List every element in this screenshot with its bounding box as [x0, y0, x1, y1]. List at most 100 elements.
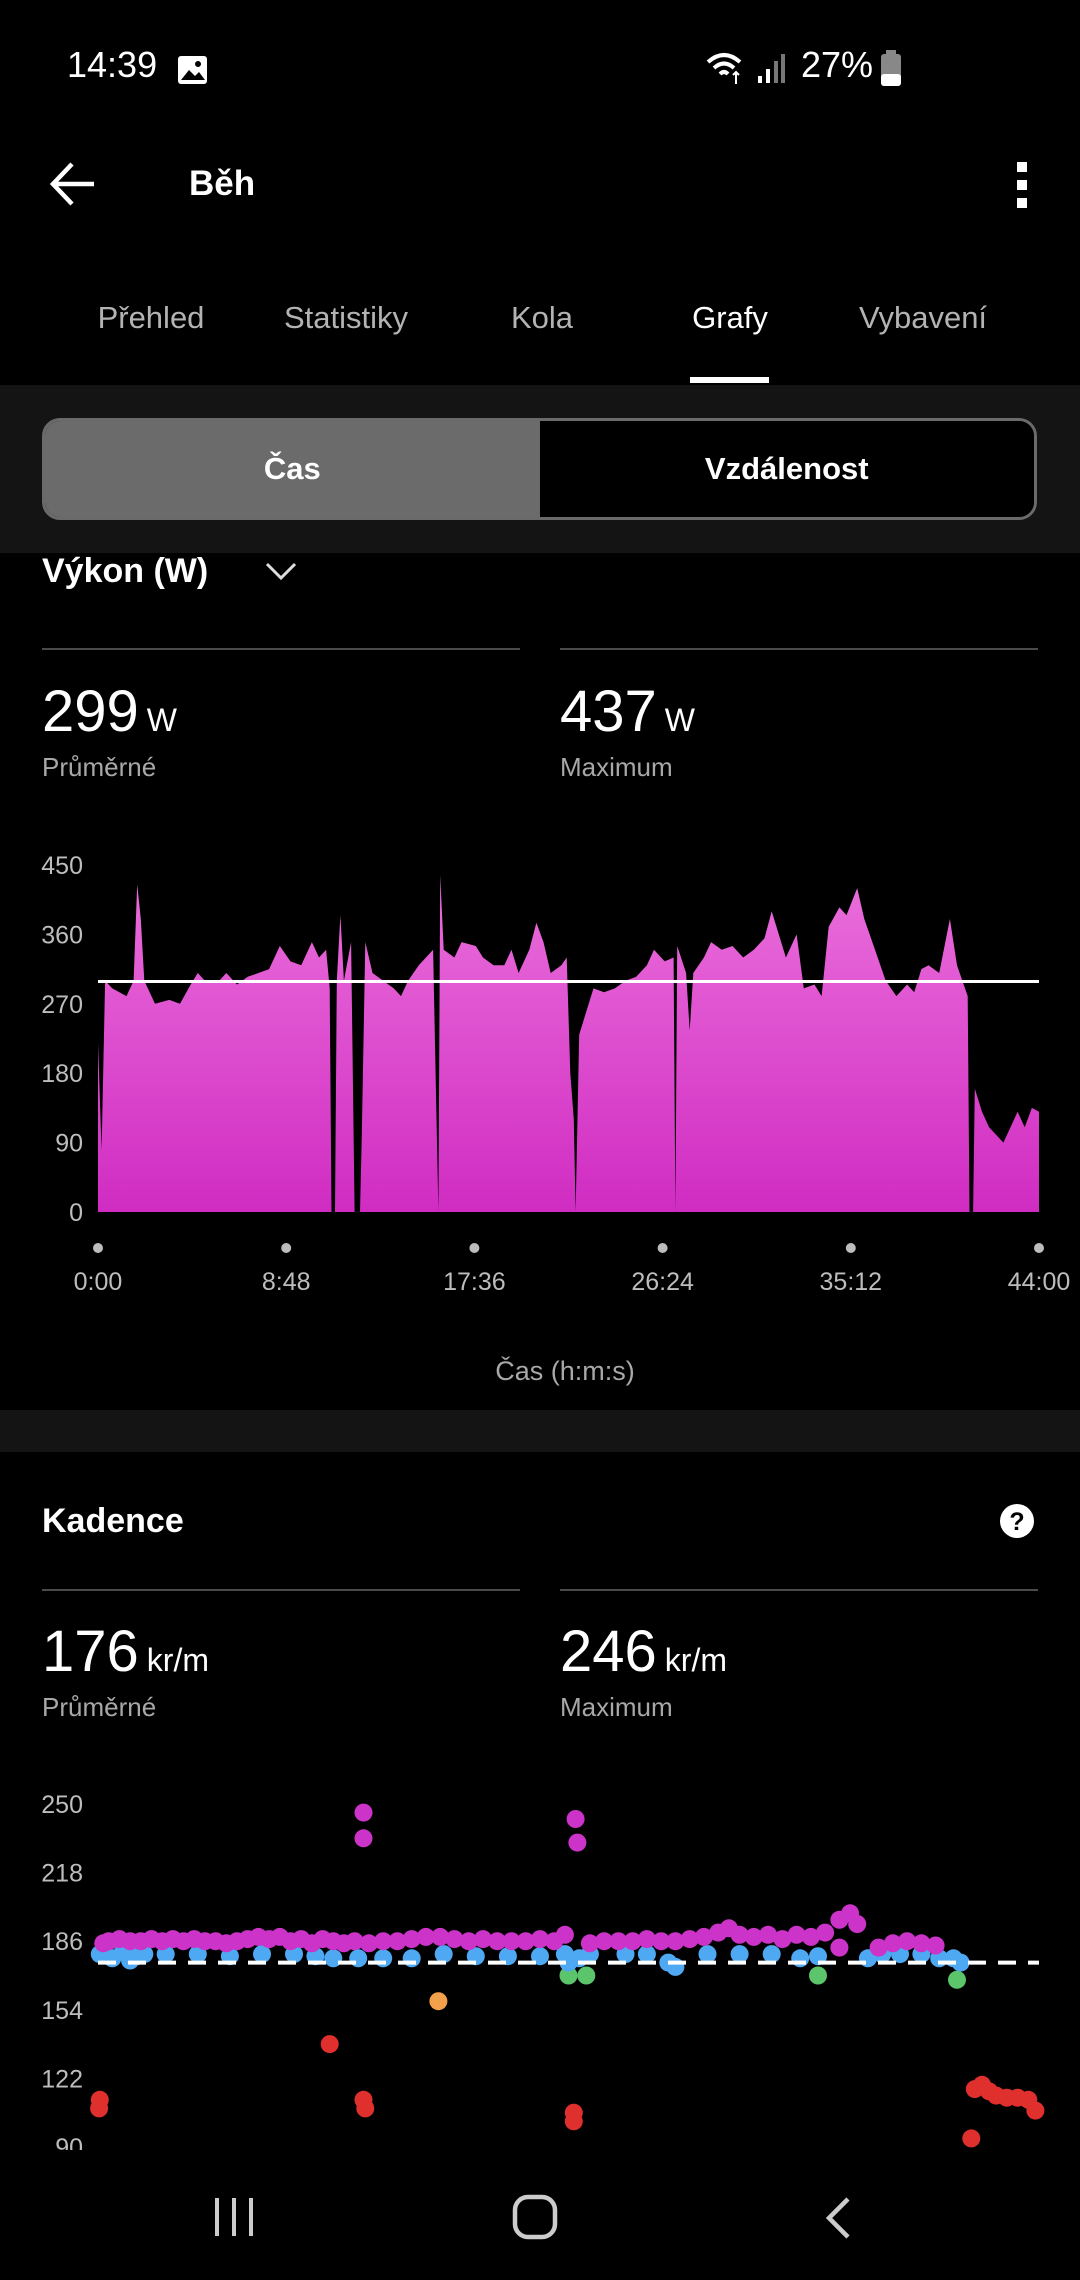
cadence-point [270, 1927, 289, 1946]
cadence-point [313, 1930, 332, 1949]
cadence-point [623, 1932, 642, 1951]
cadence-point [787, 1925, 806, 1944]
cadence-point [249, 1927, 268, 1946]
cadence-chart[interactable]: 90 122 154 186 218 250 [0, 1770, 1080, 2150]
y-tick-label: 270 [41, 991, 83, 1019]
active-tab-indicator [690, 377, 769, 383]
cadence-point [948, 1970, 966, 1989]
tab-vybaveni[interactable]: Vybavení [858, 300, 988, 335]
power-chart[interactable]: 0 90 180 270 360 450 0:00 8:48 17:36 26:24 35:12 44… [0, 840, 1080, 1310]
x-tick-dot [1034, 1243, 1044, 1253]
cadence-point [359, 1934, 378, 1953]
signal-icon [758, 54, 785, 83]
cadence-point [609, 1932, 628, 1951]
time-distance-toggle[interactable]: Čas Vzdálenost [42, 418, 1037, 520]
page-title: Běh [189, 164, 256, 203]
cadence-point [163, 1930, 182, 1949]
cadence-point [816, 1923, 835, 1942]
segment-vzdalenost[interactable]: Vzdálenost [539, 421, 1034, 517]
cadence-point [253, 1945, 271, 1964]
cadence-point [759, 1925, 778, 1944]
cadence-maximum-label: Maximum [560, 1692, 673, 1722]
y-tick-label: 450 [41, 852, 83, 880]
y-tick-label: 186 [41, 1928, 83, 1956]
cadence-average-value: 176 [42, 1619, 139, 1684]
y-tick-label: 218 [41, 1860, 83, 1888]
cadence-point [801, 1927, 820, 1946]
y-tick-label: 154 [41, 1997, 83, 2025]
status-time: 14:39 [67, 44, 158, 85]
cadence-point [762, 1945, 781, 1964]
cadence-point [354, 2090, 373, 2109]
cadence-point [292, 1930, 311, 1949]
tab-statistiky[interactable]: Statistiky [283, 300, 409, 335]
power-x-axis-label: Čas (h:m:s) [495, 1356, 635, 1386]
battery-percent: 27% [801, 44, 874, 85]
cadence-average-label: Průměrné [42, 1692, 157, 1722]
cadence-point [666, 1932, 685, 1951]
cadence-point [445, 1930, 464, 1949]
tab-grafy[interactable]: Grafy [692, 300, 768, 335]
cadence-point [926, 1936, 945, 1955]
cadence-point [773, 1930, 792, 1949]
tab-kola[interactable]: Kola [510, 300, 574, 335]
y-tick-label: 360 [41, 921, 83, 949]
cadence-point [555, 1925, 574, 1944]
power-average-value: 299 [42, 679, 139, 744]
cadence-point [416, 1927, 435, 1946]
cadence-point [502, 1932, 521, 1951]
cadence-point [559, 1966, 578, 1985]
recent-apps-icon[interactable] [212, 2196, 256, 2238]
power-average-label: Průměrné [42, 752, 157, 782]
tab-prehled[interactable]: Přehled [97, 300, 205, 335]
cadence-point [637, 1945, 656, 1964]
wifi-icon [706, 53, 742, 84]
divider [560, 1589, 1038, 1591]
cadence-point [429, 1992, 448, 2011]
x-tick-dot [657, 1243, 668, 1253]
chevron-down-icon[interactable] [265, 560, 297, 582]
x-tick-dot [93, 1243, 103, 1253]
x-tick-label: 44:00 [1008, 1268, 1071, 1296]
power-title[interactable]: Výkon (W) [42, 552, 209, 590]
image-icon [178, 56, 207, 84]
cadence-point [595, 1932, 614, 1951]
cadence-point [90, 2090, 109, 2109]
cadence-point [841, 1904, 860, 1923]
power-maximum-value: 437 [560, 679, 657, 744]
question-circle-icon[interactable]: ? [998, 1502, 1036, 1540]
cadence-point [568, 1833, 587, 1852]
back-icon[interactable] [822, 2196, 854, 2240]
arrow-left-icon[interactable] [50, 160, 96, 208]
y-tick-label: 0 [69, 1199, 83, 1227]
y-tick-label: 122 [41, 2065, 83, 2093]
cadence-point [912, 1934, 931, 1953]
home-icon[interactable] [512, 2194, 558, 2240]
cadence-point [730, 1945, 749, 1964]
cadence-average: 176 kr/m [42, 1618, 209, 1685]
cadence-maximum-value: 246 [560, 1619, 657, 1684]
cadence-point [869, 1938, 888, 1957]
cadence-point [459, 1932, 478, 1951]
divider [42, 1589, 520, 1591]
divider [560, 648, 1038, 650]
kebab-menu-icon[interactable] [1012, 160, 1032, 210]
cadence-point [809, 1966, 827, 1985]
cadence-point [652, 1932, 671, 1951]
cadence-point [962, 2129, 981, 2148]
cadence-title: Kadence [42, 1502, 184, 1540]
cadence-point [516, 1932, 535, 1951]
section-separator [0, 1410, 1080, 1452]
y-tick-label: 180 [41, 1060, 83, 1088]
power-maximum-unit: W [664, 702, 695, 738]
y-tick-label: 90 [55, 2134, 83, 2150]
cadence-maximum-unit: kr/m [664, 1642, 727, 1678]
segment-cas[interactable]: Čas [45, 421, 540, 517]
svg-text:?: ? [1009, 1508, 1024, 1536]
divider [42, 648, 520, 650]
battery-icon [881, 50, 901, 86]
cadence-point [680, 1930, 699, 1949]
cadence-point [324, 1949, 343, 1968]
cadence-point [577, 1966, 596, 1985]
cadence-point [110, 1930, 129, 1949]
